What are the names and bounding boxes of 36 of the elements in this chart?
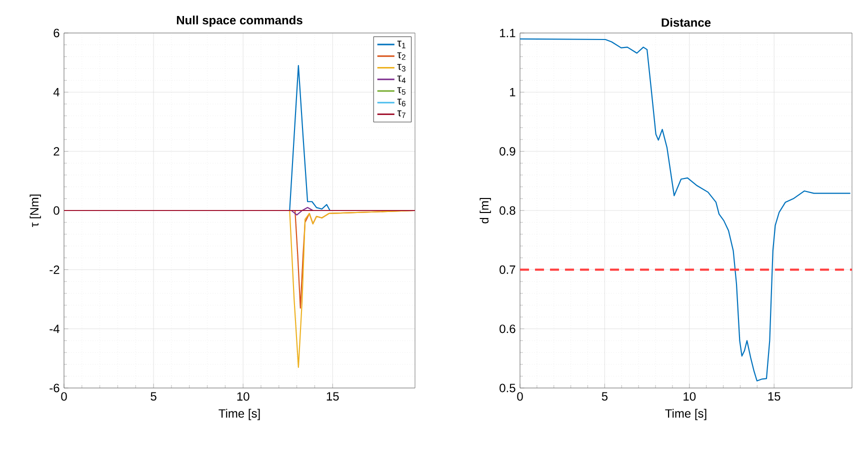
y-tick-label: -2 xyxy=(50,265,60,274)
y-axis-title: τ [Nm] xyxy=(30,194,41,228)
chart-title: Null space commands xyxy=(176,16,302,27)
y-tick-label: 4 xyxy=(53,88,60,96)
x-tick-label: 15 xyxy=(326,392,339,401)
y-tick-label: 0.6 xyxy=(500,324,516,334)
x-axis-title: Time [s] xyxy=(665,408,706,420)
y-tick-label: 0.5 xyxy=(500,384,516,392)
y-tick-label: 0.9 xyxy=(500,147,516,156)
x-tick-label: 10 xyxy=(237,392,250,401)
y-tick-label: 1 xyxy=(510,88,516,96)
y-axis-title: d [m] xyxy=(480,198,491,224)
x-tick-label: 15 xyxy=(768,392,780,401)
y-tick-label: 0.7 xyxy=(500,265,516,274)
legend-label: τ$_{4}$ xyxy=(397,76,406,84)
x-axis-title: Time [s] xyxy=(218,408,260,420)
legend-label: τ$_{6}$ xyxy=(397,98,406,106)
legend-label: τ$_{1}$ xyxy=(397,40,406,48)
y-tick-label: 0.8 xyxy=(500,206,516,215)
legend-label: τ$_{7}$ xyxy=(397,110,406,118)
y-tick-label: -4 xyxy=(50,324,60,333)
legend-label: τ$_{5}$ xyxy=(397,87,406,95)
y-tick-label: 6 xyxy=(54,28,60,38)
y-tick-label: -6 xyxy=(50,384,60,392)
legend-label: τ$_{3}$ xyxy=(397,64,406,72)
line-series xyxy=(520,38,851,382)
y-tick-label: 1.1 xyxy=(500,28,516,38)
x-tick-label: 10 xyxy=(684,392,696,401)
y-tick-label: 0 xyxy=(54,206,60,215)
y-tick-label: 2 xyxy=(54,147,60,156)
x-tick-label: 5 xyxy=(602,392,608,401)
legend-label: τ$_{2}$ xyxy=(397,52,406,60)
x-tick-label: 0 xyxy=(517,392,523,401)
x-tick-label: 0 xyxy=(61,392,67,401)
chart-title: Distance xyxy=(662,18,711,27)
x-tick-label: 5 xyxy=(150,392,156,401)
